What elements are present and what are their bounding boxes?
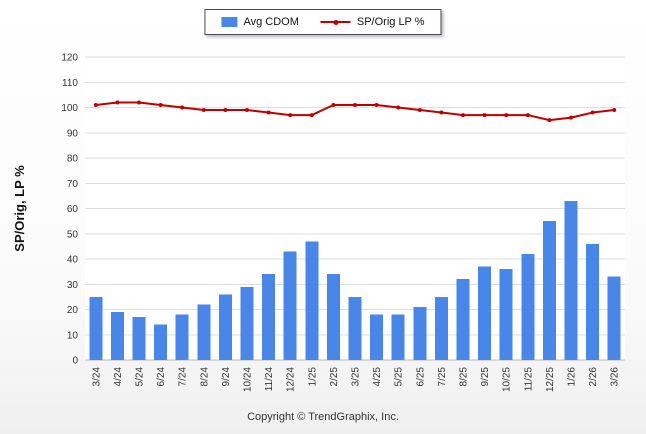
line-point-2/26 [590, 110, 595, 115]
line-point-9/24 [223, 108, 228, 113]
line-point-6/24 [158, 102, 163, 107]
y-tick-label: 90 [67, 128, 79, 139]
x-tick-label: 12/25 [545, 367, 556, 392]
line-point-12/24 [288, 113, 293, 118]
line-point-6/25 [417, 108, 422, 113]
bar-7/24 [175, 314, 189, 360]
y-tick-label: 50 [67, 229, 79, 240]
legend-item-avg-cdom: Avg CDOM [221, 16, 299, 28]
x-tick-label: 1/26 [567, 367, 578, 387]
line-point-10/24 [245, 108, 249, 113]
x-tick-label: 6/24 [156, 367, 167, 387]
line-point-1/25 [309, 113, 314, 118]
legend-item-sp-orig-lp: SP/Orig LP % [320, 16, 425, 28]
bar-5/25 [391, 314, 405, 360]
y-tick-label: 70 [67, 179, 79, 190]
bar-4/25 [370, 314, 384, 360]
line-point-11/25 [525, 113, 530, 118]
y-tick-label: 30 [67, 280, 79, 291]
line-point-4/25 [374, 102, 379, 107]
bar-3/25 [348, 296, 362, 360]
y-tick-label: 20 [67, 305, 79, 316]
y-tick-label: 40 [67, 255, 79, 266]
line-point-3/25 [353, 102, 357, 107]
line-swatch-icon [320, 19, 351, 25]
x-tick-label: 11/24 [264, 367, 275, 392]
x-tick-label: 8/25 [459, 367, 470, 387]
y-tick-label: 110 [62, 78, 78, 89]
bar-9/25 [478, 266, 492, 360]
line-point-5/24 [137, 100, 141, 105]
y-tick-label: 10 [67, 330, 79, 341]
x-tick-label: 3/26 [610, 367, 621, 387]
bar-11/24 [262, 274, 276, 360]
bar-7/25 [434, 296, 448, 360]
bar-2/26 [586, 243, 600, 360]
x-tick-label: 4/25 [372, 367, 383, 387]
y-axis-label: SP/Orig, LP % [12, 165, 27, 252]
bar-3/26 [607, 276, 621, 360]
line-point-4/24 [115, 100, 120, 105]
bar-8/25 [456, 279, 470, 360]
line-point-3/26 [612, 108, 617, 113]
x-tick-label: 12/24 [286, 367, 297, 392]
line-point-8/25 [461, 113, 465, 118]
x-tick-label: 6/25 [415, 367, 426, 387]
x-tick-label: 10/24 [243, 367, 254, 392]
copyright-text: Copyright © TrendGraphix, Inc. [247, 411, 399, 423]
line-point-8/24 [201, 108, 206, 113]
bar-1/25 [305, 241, 319, 360]
line-point-9/25 [482, 113, 487, 118]
y-tick-label: 120 [61, 53, 78, 64]
line-point-11/24 [266, 110, 271, 115]
bar-11/25 [521, 253, 535, 360]
bar-10/24 [240, 286, 254, 360]
x-tick-label: 10/25 [502, 367, 513, 392]
line-point-7/24 [180, 105, 185, 110]
bar-3/24 [89, 296, 103, 360]
x-tick-label: 9/25 [480, 367, 491, 387]
y-tick-label: 0 [72, 356, 78, 367]
y-tick-label: 60 [67, 204, 79, 215]
x-tick-label: 11/25 [523, 367, 534, 392]
x-tick-label: 2/25 [329, 367, 340, 387]
legend-label-avg-cdom: Avg CDOM [243, 16, 299, 28]
x-tick-label: 5/25 [394, 367, 405, 387]
bar-9/24 [218, 294, 232, 360]
x-tick-label: 9/24 [221, 367, 232, 387]
bar-8/24 [197, 304, 211, 360]
bar-10/25 [499, 269, 513, 360]
bar-6/24 [154, 324, 168, 360]
line-point-12/25 [547, 118, 552, 123]
x-tick-label: 7/25 [437, 367, 448, 387]
x-tick-label: 3/24 [91, 367, 102, 387]
x-tick-label: 2/26 [588, 367, 599, 387]
line-point-7/25 [439, 110, 444, 115]
line-point-5/25 [396, 105, 401, 110]
bar-12/24 [283, 251, 297, 360]
x-tick-label: 3/25 [351, 367, 362, 387]
bar-5/24 [132, 317, 146, 360]
x-tick-label: 5/24 [135, 367, 146, 387]
chart-legend: Avg CDOM SP/Orig LP % [204, 9, 442, 35]
line-point-10/25 [504, 113, 509, 118]
x-tick-label: 1/25 [307, 367, 318, 387]
bar-2/25 [326, 274, 340, 360]
x-tick-label: 7/24 [178, 367, 189, 387]
bar-12/25 [542, 221, 556, 360]
bar-6/25 [413, 306, 427, 360]
y-tick-label: 100 [61, 103, 78, 114]
line-point-2/25 [331, 102, 336, 107]
legend-label-sp-orig-lp: SP/Orig LP % [356, 16, 425, 28]
line-point-3/24 [93, 102, 98, 107]
bar-1/26 [564, 200, 578, 360]
bar-4/24 [110, 312, 124, 360]
y-tick-label: 80 [67, 154, 79, 165]
line-point-1/26 [569, 115, 573, 120]
bar-swatch-icon [221, 17, 238, 27]
x-tick-label: 8/24 [199, 367, 210, 387]
x-tick-label: 4/24 [113, 367, 124, 387]
